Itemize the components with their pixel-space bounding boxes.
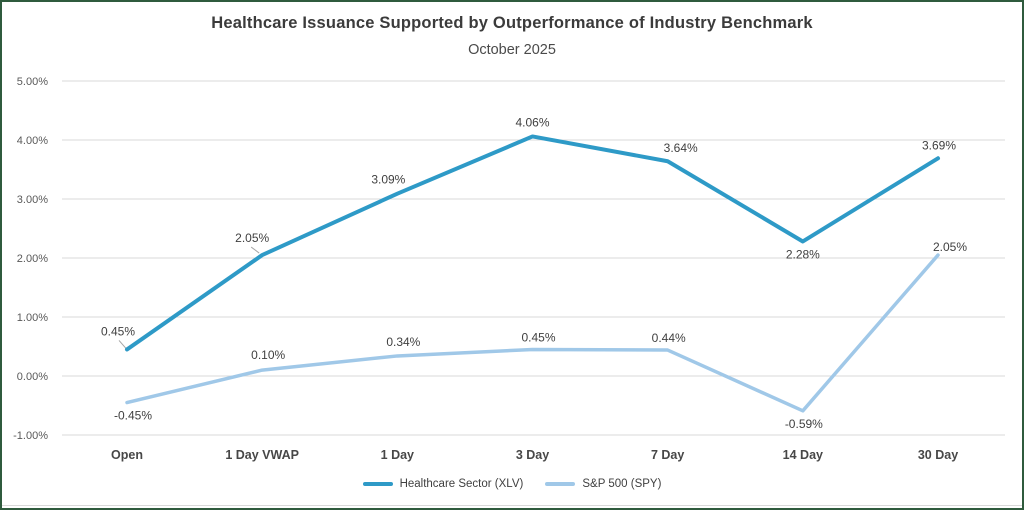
xlv-series-line [125, 134, 940, 352]
data-label-spy-4: 0.45% [521, 330, 555, 344]
x-axis-category-label: 3 Day [516, 448, 549, 462]
x-axis-category-label: 7 Day [651, 448, 684, 462]
chart-title: Healthcare Issuance Supported by Outperf… [211, 14, 813, 32]
y-axis-tick-label: 3.00% [17, 194, 48, 206]
spy-line-marker-icon [545, 482, 576, 486]
x-axis-category-label: 30 Day [918, 448, 958, 462]
xlv-line-marker-icon [362, 482, 393, 486]
chart-legend: Healthcare Sector (XLV) S&P 500 (SPY) [2, 478, 1022, 490]
legend-item-spy: S&P 500 (SPY) [545, 478, 661, 490]
data-label-xlv-1: 0.45% [101, 324, 135, 338]
chart-subtitle: October 2025 [468, 42, 556, 58]
y-axis-tick-label: -1.00% [13, 430, 48, 442]
y-axis-tick-label: 5.00% [17, 76, 48, 88]
legend-label-spy: S&P 500 (SPY) [582, 478, 662, 490]
data-label-spy-7: 2.05% [933, 240, 967, 254]
y-axis-tick-label: 4.00% [17, 135, 48, 147]
data-label-xlv-5: 3.64% [664, 141, 698, 155]
data-label-spy-5: 0.44% [652, 331, 686, 345]
x-axis-category-label: Open [111, 448, 143, 462]
spy-series-line [125, 253, 940, 413]
x-axis-category-label: 1 Day VWAP [225, 448, 299, 462]
y-axis-tick-label: 1.00% [17, 312, 48, 324]
data-label-xlv-7: 3.69% [922, 138, 956, 152]
data-label-spy-2: 0.10% [251, 348, 285, 362]
data-label-spy-6: -0.59% [785, 417, 823, 431]
data-label-leader-line [118, 340, 127, 349]
x-axis-category-label: 1 Day [381, 448, 414, 462]
legend-item-xlv: Healthcare Sector (XLV) [362, 478, 524, 490]
y-axis-tick-label: 2.00% [17, 253, 48, 265]
legend-label-xlv: Healthcare Sector (XLV) [399, 478, 524, 490]
data-label-xlv-6: 2.28% [786, 247, 820, 261]
data-label-spy-1: -0.45% [114, 409, 152, 423]
y-axis-tick-label: 0.00% [17, 371, 48, 383]
data-label-spy-3: 0.34% [386, 335, 420, 349]
x-axis-category-label: 14 Day [783, 448, 823, 462]
chart-bottom-divider [2, 505, 1022, 506]
data-label-xlv-4: 4.06% [515, 115, 549, 129]
data-label-xlv-3: 3.09% [371, 173, 405, 187]
data-label-xlv-2: 2.05% [235, 231, 269, 245]
data-label-leader-line [250, 246, 260, 254]
